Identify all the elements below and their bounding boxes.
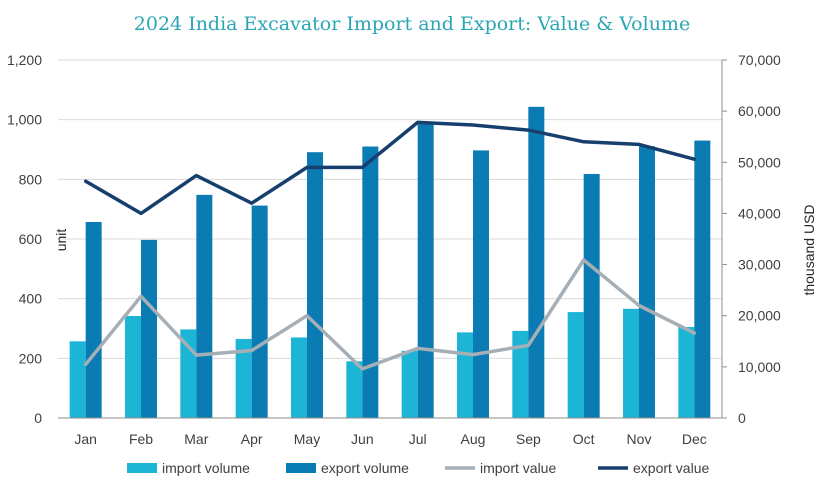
import-volume-bar [291,337,307,418]
y2-tick-label: 10,000 [738,359,781,375]
import-volume-bar [401,350,418,418]
x-tick-label: Sep [516,431,541,447]
x-tick-label: Jul [409,431,427,447]
export-volume-bar [251,205,268,418]
import-value-line [83,258,697,371]
line-series [83,120,697,371]
x-tick-label: Apr [241,431,263,447]
x-tick-label: Mar [184,431,208,447]
y2-tick-label: 30,000 [738,257,781,273]
import-value-legend-label: import value [480,460,556,476]
import-volume-bar [125,315,141,418]
y-tick-label: 1,000 [7,112,42,128]
import-volume-bar [457,332,473,418]
axes: 0 200 400 600 800 1,000 1,200 0 10,000 20,000 30,0… [7,52,781,447]
legend: import volume export volume import value ex… [127,460,709,476]
y-tick-label: 800 [19,171,43,187]
import-volume-bar [235,338,252,418]
y-tick-label: 0 [34,410,42,426]
import-volume-bar [512,330,529,418]
y2-tick-label: 60,000 [738,103,781,119]
export-volume-legend-swatch [286,463,316,473]
export-volume-bar [639,146,655,419]
import-volume-bar [346,361,363,418]
export-volume-bar [196,194,213,418]
export-value-line [83,120,697,216]
x-tick-label: Aug [461,431,486,447]
y2-tick-label: 70,000 [738,52,781,68]
y2-tick-label: 40,000 [738,205,781,221]
import-volume-bar [678,327,695,418]
export-value-legend-label: export value [633,460,709,476]
export-volume-bar [362,146,379,418]
y-tick-label: 200 [19,350,43,366]
y-axis-title: unit [53,229,69,252]
y2-tick-label: 20,000 [738,308,781,324]
y-tick-label: 400 [19,291,43,307]
x-tick-label: Oct [573,431,595,447]
x-tick-label: Jan [74,431,97,447]
export-volume-bar [583,173,600,418]
export-volume-bar [528,106,545,419]
x-tick-label: Jun [351,431,374,447]
y2-axis-title: thousand USD [801,204,817,295]
chart-title: 2024 India Excavator Import and Export: … [134,13,690,35]
export-volume-bar [85,221,102,418]
import-volume-bar [623,308,639,418]
import-volume-bar [567,312,584,418]
y2-tick-label: 0 [738,410,746,426]
bar-series [69,106,711,419]
export-volume-legend-label: export volume [321,460,409,476]
export-volume-bar [417,124,434,419]
import-volume-legend-swatch [127,463,157,473]
export-volume-bar [307,152,323,418]
y-tick-label: 1,200 [7,52,42,68]
import-volume-legend-label: import volume [162,460,250,476]
export-volume-bar [694,140,711,419]
y-tick-label: 600 [19,231,43,247]
x-tick-label: Dec [682,431,707,447]
y2-tick-label: 50,000 [738,154,781,170]
x-tick-label: Feb [129,431,153,447]
gridlines [58,59,722,359]
x-tick-label: Nov [627,431,652,447]
x-tick-label: May [294,431,320,447]
export-volume-bar [141,239,157,418]
import-volume-bar [69,341,86,418]
export-volume-bar [473,150,489,418]
